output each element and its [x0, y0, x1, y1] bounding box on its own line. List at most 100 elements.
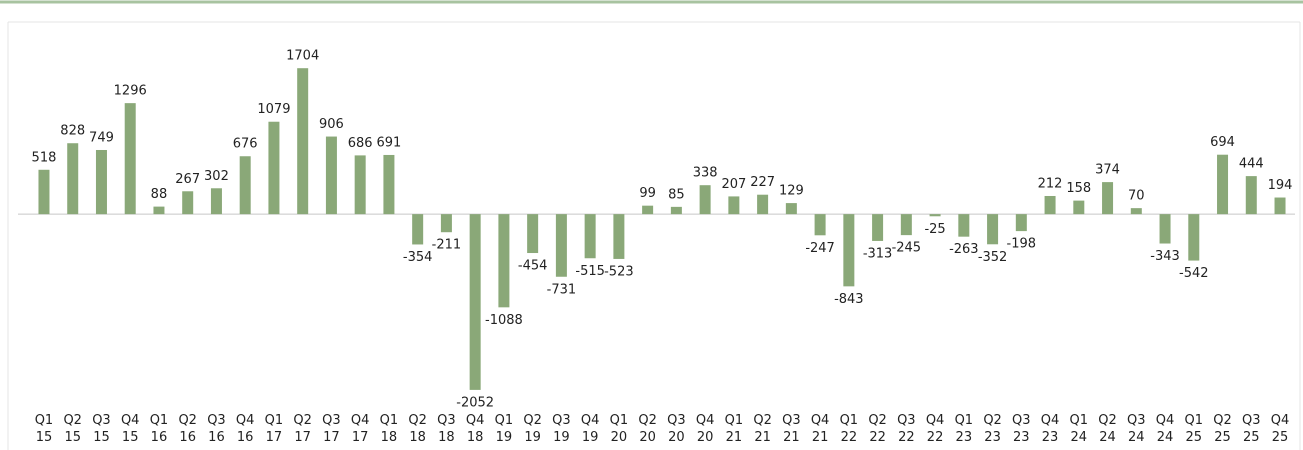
bar: [900, 214, 912, 236]
x-tick-label-line: Q1: [1070, 413, 1089, 428]
x-tick-label-line: 21: [726, 430, 743, 445]
bar: [785, 203, 797, 215]
x-tick-label-line: 25: [1243, 430, 1260, 445]
bar: [843, 214, 855, 287]
x-tick-label-line: Q3: [1127, 413, 1146, 428]
bar: [1073, 200, 1085, 215]
x-tick-label-line: Q3: [1012, 413, 1031, 428]
bar: [1159, 214, 1171, 244]
x-tick-label-line: Q4: [1156, 413, 1175, 428]
x-tick-label-line: 15: [122, 430, 139, 445]
x-tick-label-line: 22: [927, 430, 944, 445]
x-tick-label-line: 23: [984, 430, 1001, 445]
value-label: -263: [949, 242, 979, 257]
x-tick-label: Q4 25: [1271, 413, 1290, 445]
bar: [1102, 182, 1114, 215]
x-tick-label-line: Q2: [178, 413, 197, 428]
x-tick-label: Q2 25: [1213, 413, 1232, 445]
bar: [1217, 154, 1229, 215]
x-tick-label: Q4 19: [581, 413, 600, 445]
x-tick-label-line: 15: [64, 430, 81, 445]
x-tick-label-line: Q3: [92, 413, 111, 428]
x-tick-label: Q1 24: [1070, 413, 1089, 445]
x-tick-label-line: 17: [294, 430, 311, 445]
x-tick-label-line: 21: [783, 430, 800, 445]
x-tick-label-line: Q4: [1271, 413, 1290, 428]
x-tick-label: Q3 17: [322, 413, 341, 445]
x-tick-label: Q2 20: [638, 413, 657, 445]
value-label: -523: [604, 264, 634, 279]
bar: [268, 121, 280, 215]
x-tick-label-line: Q3: [437, 413, 456, 428]
x-tick-label-line: 16: [237, 430, 254, 445]
x-tick-label-line: 25: [1272, 430, 1289, 445]
x-tick-label: Q3 21: [782, 413, 801, 445]
bar: [1245, 176, 1257, 215]
value-label: -245: [892, 241, 922, 256]
x-tick-label-line: Q2: [638, 413, 657, 428]
x-tick-label: Q3 19: [552, 413, 571, 445]
bar: [757, 194, 769, 215]
x-tick-label: Q3 22: [897, 413, 916, 445]
value-label: 267: [175, 172, 200, 187]
x-tick-label-line: 18: [467, 430, 484, 445]
value-label: 302: [204, 169, 229, 184]
x-tick-label-line: 15: [93, 430, 110, 445]
x-tick-label-line: Q3: [207, 413, 226, 428]
x-tick-label-line: 19: [496, 430, 513, 445]
x-tick-label: Q4 15: [121, 413, 140, 445]
value-label: -843: [834, 292, 864, 307]
x-tick-label: Q1 19: [495, 413, 514, 445]
x-tick-label-line: Q4: [696, 413, 715, 428]
x-tick-label-line: 17: [352, 430, 369, 445]
x-tick-label-line: 15: [36, 430, 53, 445]
x-tick-label: Q3 25: [1242, 413, 1261, 445]
x-tick-label-line: 17: [323, 430, 340, 445]
bar: [95, 149, 107, 215]
bar: [383, 154, 395, 215]
bar: [728, 196, 740, 215]
x-tick-label: Q1 23: [955, 413, 974, 445]
x-tick-label: Q2 24: [1098, 413, 1117, 445]
x-tick-label-line: Q1: [265, 413, 284, 428]
value-label: 374: [1095, 163, 1120, 178]
x-tick-label-line: Q3: [322, 413, 341, 428]
x-tick-label-line: 24: [1071, 430, 1088, 445]
x-tick-label: Q3 15: [92, 413, 111, 445]
value-label: -354: [403, 250, 433, 265]
bar: [1130, 208, 1142, 215]
bar: [929, 214, 941, 217]
x-tick-label-line: Q1: [150, 413, 169, 428]
value-label: 828: [60, 124, 85, 139]
value-label: 444: [1239, 157, 1264, 172]
bar: [354, 155, 366, 215]
value-label: 338: [693, 166, 718, 181]
x-tick-label-line: Q3: [782, 413, 801, 428]
bar: [325, 136, 337, 215]
x-tick-label-line: 22: [898, 430, 915, 445]
value-label: -352: [978, 250, 1008, 265]
bar: [124, 103, 136, 215]
x-tick-label: Q2 18: [408, 413, 427, 445]
x-tick-label-line: Q1: [1185, 413, 1204, 428]
x-tick-label: Q4 24: [1156, 413, 1175, 445]
x-tick-label: Q1 18: [380, 413, 399, 445]
x-tick-label-line: Q2: [293, 413, 312, 428]
value-label: 749: [89, 130, 114, 145]
x-tick-label: Q3 16: [207, 413, 226, 445]
x-tick-label-line: Q2: [408, 413, 427, 428]
bar: [642, 205, 654, 215]
x-tick-label: Q2 21: [753, 413, 772, 445]
x-tick-label-line: 16: [151, 430, 168, 445]
bar: [498, 214, 510, 308]
value-label: 1296: [114, 84, 147, 99]
bar: [153, 206, 165, 215]
bar: [958, 214, 970, 237]
x-tick-label-line: 23: [1042, 430, 1059, 445]
x-tick-label: Q4 18: [466, 413, 485, 445]
x-tick-label: Q1 17: [265, 413, 284, 445]
bar: [527, 214, 539, 254]
x-tick-label: Q3 18: [437, 413, 456, 445]
x-tick-label-line: 23: [1013, 430, 1030, 445]
